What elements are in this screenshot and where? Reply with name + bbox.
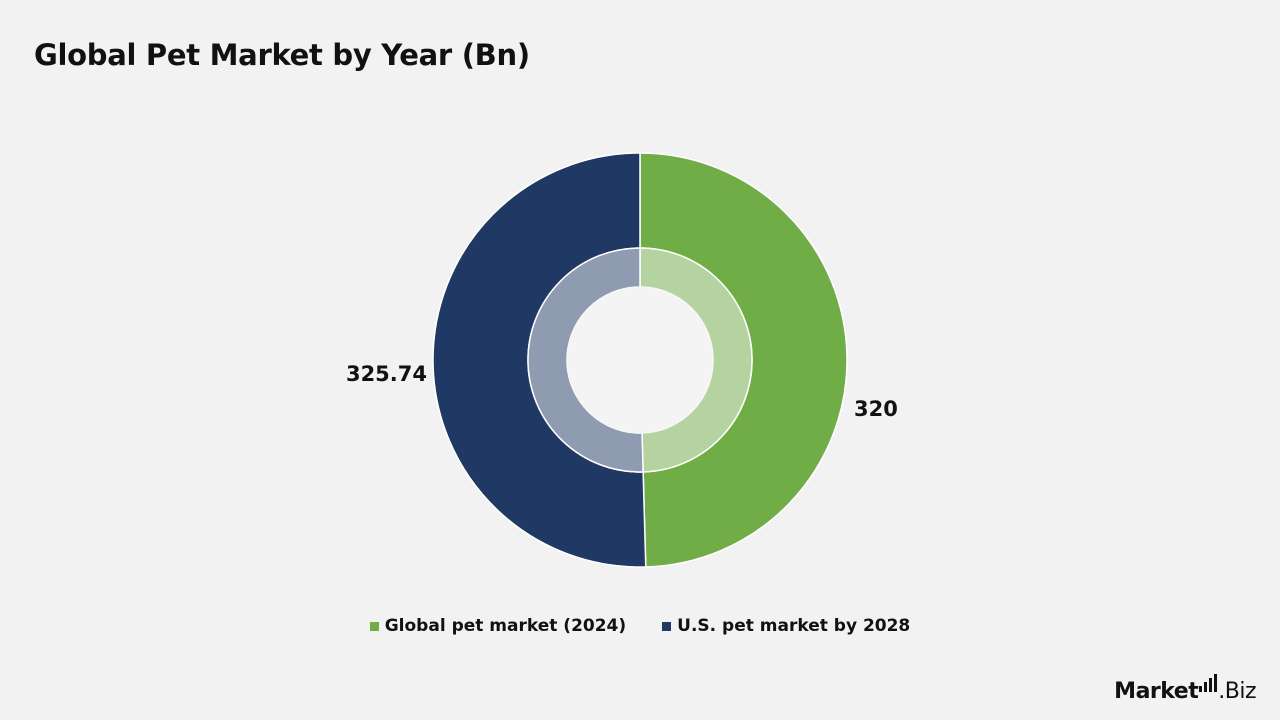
data-label-0: 320	[854, 397, 898, 421]
donut-inner-slice-0	[639, 247, 753, 473]
legend-item-us-2028[interactable]: U.S. pet market by 2028	[662, 616, 910, 636]
legend-swatch-green	[369, 621, 379, 631]
brand-logo: Market .Biz	[1114, 674, 1256, 704]
legend-label: Global pet market (2024)	[384, 616, 627, 636]
logo-text: Market	[1114, 679, 1199, 704]
data-label-1: 325.74	[346, 362, 427, 386]
bar-chart-icon	[1199, 674, 1218, 692]
legend-item-global-2024[interactable]: Global pet market (2024)	[369, 616, 627, 636]
page-title: Global Pet Market by Year (Bn)	[34, 38, 530, 72]
legend-label: U.S. pet market by 2028	[677, 616, 911, 636]
legend: Global pet market (2024) U.S. pet market…	[0, 616, 1280, 636]
center-hole	[567, 287, 713, 433]
legend-swatch-navy	[662, 621, 672, 631]
logo-tld: .Biz	[1218, 679, 1256, 704]
